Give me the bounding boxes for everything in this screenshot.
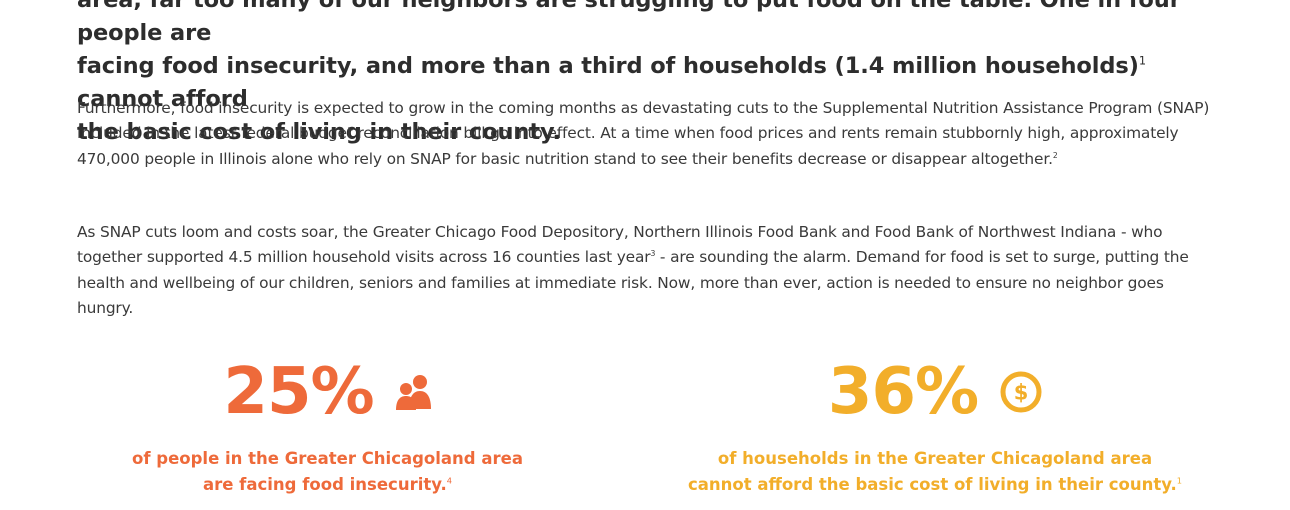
footnote-marker: 4 <box>446 475 453 486</box>
paragraph-text: As SNAP cuts loom and costs soar, the Gr… <box>77 223 1163 267</box>
paragraph-text-tail: - are sounding the alarm. Demand for foo… <box>77 248 1189 318</box>
lead-line-1: area, far too many of our neighbors are … <box>77 0 1181 46</box>
footnote-marker: 1 <box>1138 54 1146 68</box>
lead-line-3: the basic cost of living in their county… <box>77 119 561 145</box>
stat-caption-line-1: of households in the Greater Chicagoland… <box>717 449 1153 468</box>
stat-value: 25% <box>223 355 374 429</box>
stat-cost-of-living: 36% $ of households in the Greater Chica… <box>660 352 1210 498</box>
stat-caption-line-2: cannot afford the basic cost of living i… <box>660 472 1210 498</box>
people-icon <box>395 373 432 411</box>
paragraph-food-banks: As SNAP cuts loom and costs soar, the Gr… <box>77 220 1217 322</box>
footnote-marker: 2 <box>1052 150 1058 160</box>
stat-headline: 25% <box>100 352 555 432</box>
footnote-marker: 3 <box>650 249 656 259</box>
stat-value: 36% <box>827 355 979 429</box>
lead-statement: area, far too many of our neighbors are … <box>77 0 1217 149</box>
stat-caption: of households in the Greater Chicagoland… <box>660 446 1210 498</box>
stat-caption-line-2: are facing food insecurity.4 <box>100 472 555 498</box>
stat-food-insecurity: 25% of people in the Greater Chicagoland… <box>100 352 555 498</box>
lead-line-2-tail: cannot afford <box>77 86 248 112</box>
stat-caption: of people in the Greater Chicagoland are… <box>100 446 555 498</box>
stat-caption-text: cannot afford the basic cost of living i… <box>687 475 1177 494</box>
stat-caption-text: are facing food insecurity. <box>202 475 447 494</box>
paragraph-text: Furthermore, food insecurity is expected… <box>77 99 1210 168</box>
lead-line-2: facing food insecurity, and more than a … <box>77 53 1139 79</box>
paragraph-snap-cuts: Furthermore, food insecurity is expected… <box>77 96 1217 172</box>
stat-headline: 36% $ <box>660 352 1210 432</box>
svg-text:$: $ <box>1014 381 1029 405</box>
stat-caption-line-1: of people in the Greater Chicagoland are… <box>132 449 523 468</box>
dollar-coin-icon: $ <box>1000 371 1042 413</box>
footnote-marker: 1 <box>1176 475 1183 486</box>
